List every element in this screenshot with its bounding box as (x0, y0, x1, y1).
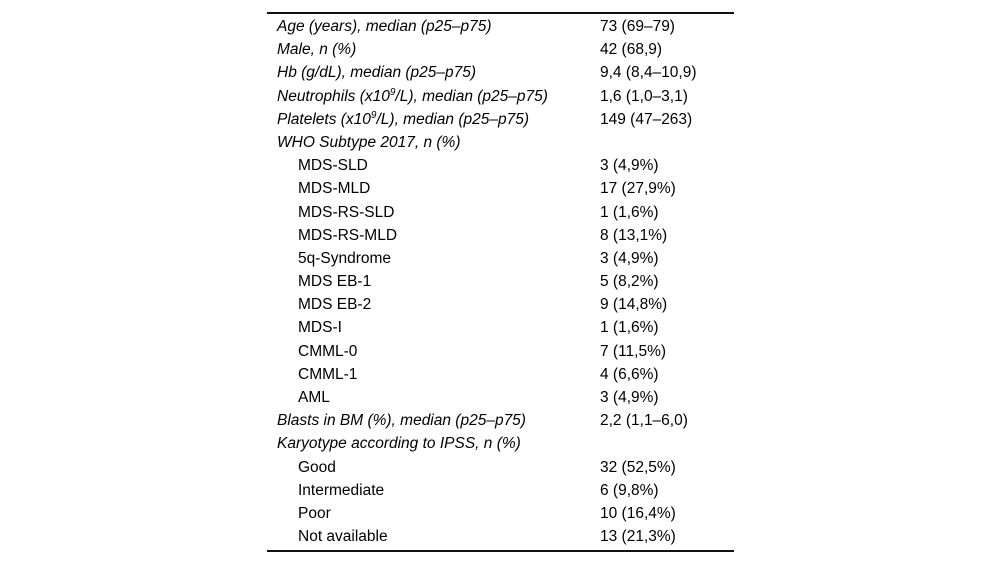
row-value: 1,6 (1,0–3,1) (600, 87, 688, 105)
row-label: Neutrophils (x109/L), median (p25–p75) (277, 86, 548, 105)
row-label: Hb (g/dL), median (p25–p75) (277, 64, 477, 82)
row-value: 10 (16,4%) (600, 504, 676, 522)
row-value: 32 (52,5%) (600, 458, 676, 476)
row-label: MDS EB-1 (298, 273, 372, 291)
superscript-exponent: 9 (370, 109, 377, 121)
row-value: 3 (4,9%) (600, 157, 659, 175)
row-value: 73 (69–79) (600, 18, 675, 35)
table-row: MDS-I 1 (1,6%) (267, 316, 734, 339)
table-row: Male, n (%) 42 (68,9) (267, 38, 734, 61)
row-label: Not available (298, 528, 388, 546)
table-row: Good 32 (52,5%) (267, 456, 734, 479)
row-value: 3 (4,9%) (600, 249, 659, 267)
row-label: Good (298, 458, 336, 476)
row-label: AML (298, 389, 330, 406)
row-value: 3 (4,9%) (600, 389, 659, 406)
row-value: 7 (11,5%) (600, 342, 667, 360)
table-row: MDS EB-1 5 (8,2%) (267, 270, 734, 293)
table-row: CMML-1 4 (6,6%) (267, 363, 734, 386)
row-value: 5 (8,2%) (600, 273, 659, 291)
table-row: WHO Subtype 2017, n (%) (267, 131, 734, 154)
table-row: Hb (g/dL), median (p25–p75) 9,4 (8,4–10,… (267, 61, 734, 84)
table-row: Age (years), median (p25–p75) 73 (69–79) (267, 15, 734, 38)
table-row: CMML-0 7 (11,5%) (267, 340, 734, 363)
table-row: 5q-Syndrome 3 (4,9%) (267, 247, 734, 270)
table-row: MDS-SLD 3 (4,9%) (267, 154, 734, 177)
row-value: 2,2 (1,1–6,0) (600, 412, 688, 430)
table-row: MDS-MLD 17 (27,9%) (267, 177, 734, 200)
row-label: WHO Subtype 2017, n (%) (277, 133, 461, 151)
row-value: 8 (13,1%) (600, 226, 668, 244)
row-value: 1 (1,6%) (600, 203, 659, 221)
row-label: Blasts in BM (%), median (p25–p75) (277, 412, 526, 430)
row-label: Poor (298, 504, 331, 522)
row-label: MDS-SLD (298, 157, 368, 175)
row-label: MDS-RS-MLD (298, 226, 398, 244)
row-label: MDS-RS-SLD (298, 203, 395, 221)
table-row: Poor 10 (16,4%) (267, 502, 734, 525)
row-label: CMML-1 (298, 365, 358, 383)
row-label: 5q-Syndrome (298, 249, 392, 267)
row-value: 9 (14,8%) (600, 296, 668, 314)
row-label: Male, n (%) (277, 41, 357, 59)
row-value: 17 (27,9%) (600, 180, 676, 198)
row-label: CMML-0 (298, 342, 358, 360)
row-value: 13 (21,3%) (600, 528, 676, 546)
table-row: Karyotype according to IPSS, n (%) (267, 432, 734, 455)
row-label: Intermediate (298, 481, 385, 499)
superscript-exponent: 9 (389, 86, 396, 98)
row-value: 6 (9,8%) (600, 481, 659, 499)
row-value: 149 (47–263) (600, 110, 693, 128)
table-row: Platelets (x109/L), median (p25–p75) 149… (267, 108, 734, 131)
table-row: Neutrophils (x109/L), median (p25–p75) 1… (267, 85, 734, 108)
table-row: MDS-RS-SLD 1 (1,6%) (267, 201, 734, 224)
table-row: MDS-RS-MLD 8 (13,1%) (267, 224, 734, 247)
row-label: MDS-I (298, 319, 342, 337)
row-label: MDS-MLD (298, 180, 371, 198)
row-value: 9,4 (8,4–10,9) (600, 64, 697, 82)
patient-characteristics-table: Age (years), median (p25–p75) 73 (69–79)… (267, 12, 734, 553)
row-label: Age (years), median (p25–p75) (277, 18, 492, 35)
table-row: Intermediate 6 (9,8%) (267, 479, 734, 502)
row-value: 42 (68,9) (600, 41, 663, 59)
row-label: Karyotype according to IPSS, n (%) (277, 435, 521, 453)
row-value: 1 (1,6%) (600, 319, 659, 337)
row-label: Platelets (x109/L), median (p25–p75) (277, 109, 529, 128)
table-row: Blasts in BM (%), median (p25–p75) 2,2 (… (267, 409, 734, 432)
row-value: 4 (6,6%) (600, 365, 659, 383)
table-row: AML 3 (4,9%) (267, 386, 734, 409)
row-label: MDS EB-2 (298, 296, 372, 314)
table-row: Not available 13 (21,3%) (267, 525, 734, 548)
table-row: MDS EB-2 9 (14,8%) (267, 293, 734, 316)
